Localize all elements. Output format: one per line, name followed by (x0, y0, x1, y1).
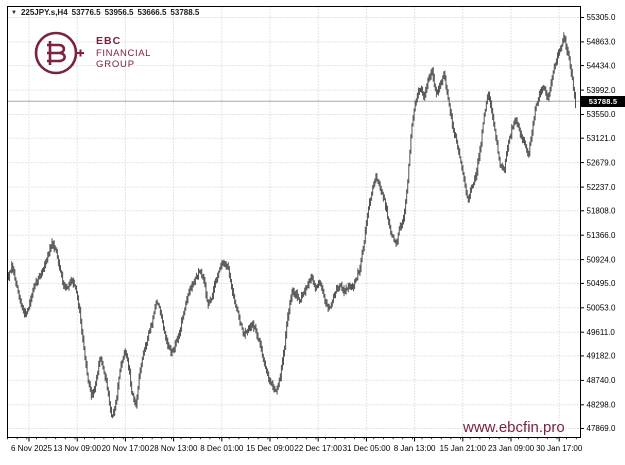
time-axis-label: 13 Nov 09:00 (53, 444, 101, 453)
price-axis-label: 54863.0 (587, 38, 616, 47)
price-axis-label: 49611.0 (587, 328, 616, 337)
logo-line-ebc: EBC (96, 35, 122, 47)
logo-line-group: GROUP (96, 59, 135, 70)
price-axis-label: 47869.0 (587, 424, 616, 433)
price-axis-label: 50924.0 (587, 255, 616, 264)
price-axis-label: 51366.0 (587, 231, 616, 240)
time-axis-label: 28 Nov 13:00 (150, 444, 198, 453)
current-price-tag: 53788.5 (581, 95, 625, 107)
time-axis-label: 22 Dec 17:00 (294, 444, 342, 453)
price-axis-label: 50053.0 (587, 304, 616, 313)
price-axis-label: 53550.0 (587, 110, 616, 119)
time-axis-label: 20 Nov 17:00 (102, 444, 150, 453)
price-axis-label: 48740.0 (587, 376, 616, 385)
bar-high-value: 53956.5 (104, 8, 134, 17)
time-axis-label: 15 Dec 09:00 (246, 444, 294, 453)
price-axis-label: 53121.0 (587, 134, 616, 143)
logo-line-financial: FINANCIAL (96, 47, 152, 59)
price-axis-label: 53992.0 (587, 86, 616, 95)
bar-close-value: 53788.5 (170, 8, 200, 17)
time-axis-label: 6 Nov 2025 (11, 444, 52, 453)
price-axis-label: 49182.0 (587, 352, 616, 361)
ohlc-bars (8, 32, 576, 419)
time-axis[interactable]: 6 Nov 2025 13 Nov 09:00 20 Nov 17:00 28 Nov… (7, 437, 583, 454)
chart-frame (7, 6, 581, 438)
plus-icon (77, 49, 84, 57)
time-axis-label: 30 Jan 17:00 (536, 444, 583, 453)
symbol-header: ▼ 225JPY.s,H4 53776.5 53956.5 53666.5 53… (11, 8, 199, 17)
price-axis[interactable]: 55305.0 54863.0 54434.0 53992.0 53550.0 53121… (580, 13, 616, 433)
symbol-dropdown-icon[interactable]: ▼ (11, 9, 17, 16)
time-axis-label: 8 Jan 13:00 (394, 444, 436, 453)
time-axis-label: 15 Jan 21:00 (440, 444, 487, 453)
watermark-url: www.ebcfin.pro (463, 419, 565, 436)
time-minor-ticks (7, 437, 577, 440)
bar-low-value: 53666.5 (137, 8, 167, 17)
price-axis-label: 51808.0 (587, 207, 616, 216)
price-axis-label: 52679.0 (587, 158, 616, 167)
ebc-logo-emblem-icon (34, 31, 84, 75)
ebc-logo: EBC FINANCIAL GROUP (33, 29, 151, 77)
price-axis-label: 55305.0 (587, 13, 616, 22)
price-axis-label: 52237.0 (587, 183, 616, 192)
bar-open-value: 53776.5 (71, 8, 101, 17)
time-axis-label: 23 Jan 09:00 (488, 444, 535, 453)
time-axis-label: 8 Dec 01:00 (200, 444, 244, 453)
price-axis-label: 48298.0 (587, 401, 616, 410)
symbol-label: 225JPY.s,H4 (20, 8, 68, 17)
price-axis-label: 50495.0 (587, 279, 616, 288)
price-axis-label: 54434.0 (587, 61, 616, 70)
time-axis-label: 31 Dec 05:00 (343, 444, 391, 453)
